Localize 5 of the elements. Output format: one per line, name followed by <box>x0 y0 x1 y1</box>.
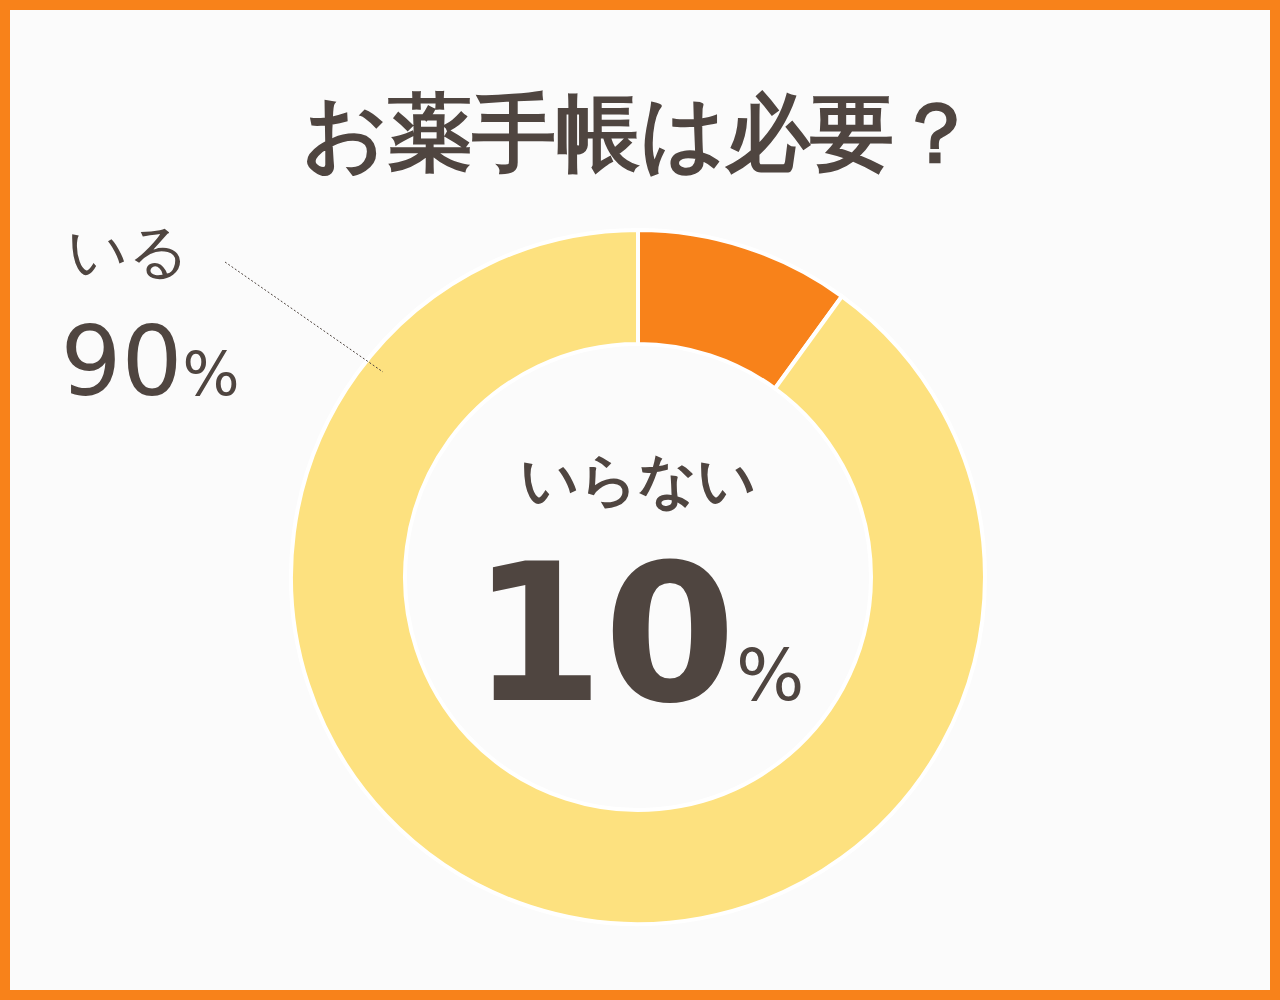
slice-label: いらない <box>520 446 756 514</box>
data-label: 90% <box>60 306 240 418</box>
slice-label: いる <box>67 216 189 286</box>
data-label: 10% <box>471 524 805 745</box>
chart-title: お薬手帳は必要？ <box>302 84 978 182</box>
